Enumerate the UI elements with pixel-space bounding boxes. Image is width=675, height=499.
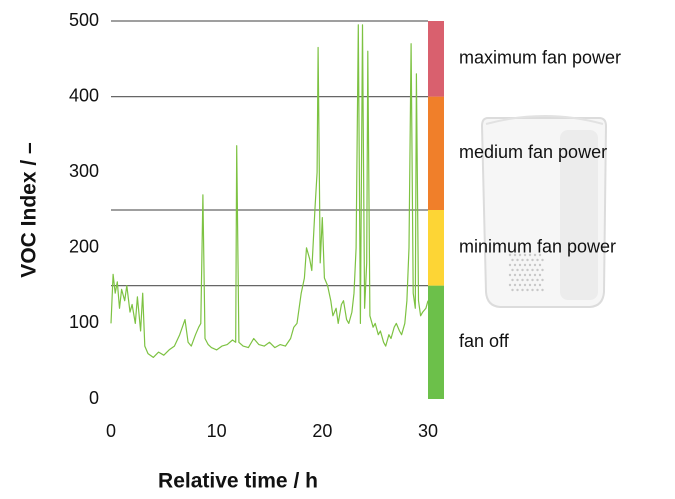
grille-dot: [531, 278, 534, 282]
grille-dot: [538, 263, 542, 267]
grille-dot: [508, 263, 512, 267]
grille-dot: [518, 263, 522, 267]
grille-dot: [518, 273, 522, 277]
grille-dot: [521, 278, 524, 282]
grille-dot: [528, 263, 532, 267]
grille-dot: [531, 288, 534, 292]
grille-dot: [536, 258, 539, 262]
y-tick-label: 100: [69, 312, 99, 332]
purifier-grille: [508, 253, 544, 292]
grille-dot: [513, 263, 517, 267]
zone-label: minimum fan power: [459, 237, 616, 257]
x-tick-label: 20: [312, 421, 332, 441]
grille-dot: [518, 283, 522, 287]
grille-dot: [508, 273, 512, 277]
grille-dot: [508, 253, 512, 257]
grille-dot: [516, 278, 519, 282]
x-tick-label: 0: [106, 421, 116, 441]
grille-dot: [533, 263, 537, 267]
grille-dot: [538, 283, 542, 287]
grille-dot: [511, 278, 514, 282]
grille-dot: [523, 263, 527, 267]
y-tick-label: 200: [69, 237, 99, 257]
x-tick-label: 10: [207, 421, 227, 441]
y-axis-title: VOC Index / –: [18, 142, 41, 278]
grille-dot: [526, 288, 529, 292]
grille-dot: [521, 268, 524, 272]
zone-bar: [428, 210, 444, 286]
air-purifier-illustration: [480, 115, 608, 308]
grille-dot: [511, 268, 514, 272]
grille-dot: [513, 283, 517, 287]
grille-dot: [538, 253, 542, 257]
x-axis-title: Relative time / h: [158, 470, 318, 493]
grille-dot: [526, 268, 529, 272]
purifier-side: [560, 130, 598, 300]
zone-bar: [428, 21, 444, 97]
grille-dot: [541, 268, 544, 272]
grille-dot: [533, 273, 537, 277]
grille-dot: [536, 268, 539, 272]
y-tick-label: 300: [69, 161, 99, 181]
y-tick-label: 500: [69, 10, 99, 30]
grille-dot: [516, 288, 519, 292]
zone-label: fan off: [459, 331, 510, 351]
grille-dot: [538, 273, 542, 277]
grille-dot: [533, 283, 537, 287]
grille-dot: [508, 283, 512, 287]
grille-dot: [511, 258, 514, 262]
grille-dot: [523, 273, 527, 277]
x-tick-label: 30: [418, 421, 438, 441]
grille-dot: [521, 258, 524, 262]
zone-label: medium fan power: [459, 142, 607, 162]
grille-dot: [526, 258, 529, 262]
data-line: [110, 24, 429, 358]
grille-dot: [523, 253, 527, 257]
grille-dot: [541, 288, 544, 292]
grille-dot: [526, 278, 529, 282]
grille-dot: [531, 268, 534, 272]
grille-dot: [518, 253, 522, 257]
zone-bar: [428, 285, 444, 399]
zone-bar: [428, 96, 444, 210]
grille-dot: [523, 283, 527, 287]
grille-dot: [541, 258, 544, 262]
y-tick-label: 0: [89, 388, 99, 408]
grille-dot: [528, 283, 532, 287]
grille-dot: [513, 273, 517, 277]
grille-dot: [521, 288, 524, 292]
y-tick-label: 400: [69, 85, 99, 105]
zone-label: maximum fan power: [459, 48, 621, 68]
grille-dot: [516, 258, 519, 262]
grille-dot: [531, 258, 534, 262]
grille-dot: [528, 273, 532, 277]
grille-dot: [533, 253, 537, 257]
grille-dot: [516, 268, 519, 272]
grille-dot: [536, 278, 539, 282]
grille-dot: [536, 288, 539, 292]
grille-dot: [528, 253, 532, 257]
purifier-top: [485, 115, 604, 125]
grille-dot: [541, 278, 544, 282]
grille-dot: [513, 253, 517, 257]
grille-dot: [511, 288, 514, 292]
